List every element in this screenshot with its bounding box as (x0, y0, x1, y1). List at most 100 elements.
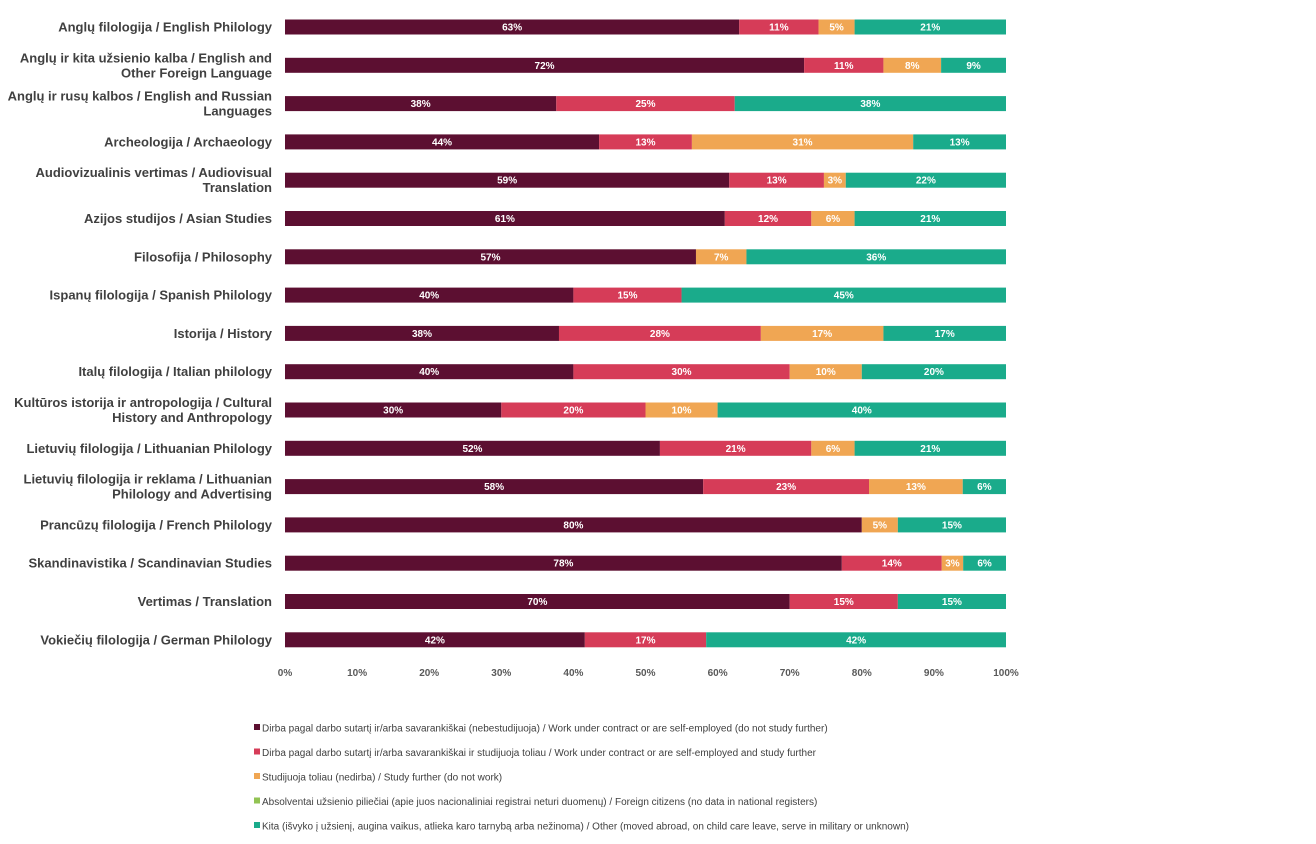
bar-segment (717, 402, 1006, 418)
legend-swatch (254, 724, 260, 730)
bar-segment (811, 440, 855, 456)
bar-segment (963, 555, 1006, 571)
category-label: Anglų ir rusų kalbos / English and Russi… (8, 89, 272, 119)
bar-segment (789, 594, 898, 609)
data-label: 40% (419, 291, 439, 302)
data-label: 57% (480, 252, 500, 263)
legend-swatch (254, 797, 260, 804)
data-label: 21% (920, 23, 940, 34)
data-label: 11% (834, 61, 854, 72)
data-label: 44% (432, 137, 452, 148)
data-label: 31% (793, 137, 813, 148)
category-label-line: Skandinavistika / Scandinavian Studies (29, 556, 272, 571)
legend-entry: Dirba pagal darbo sutartį ir/arba savara… (262, 724, 828, 735)
bar-segment (897, 517, 1006, 533)
category-label: Archeologija / Archaeology (104, 134, 273, 149)
legend-entry: Kita (išvyko į užsienį, augina vaikus, a… (262, 822, 909, 833)
bar-segment (285, 440, 660, 456)
data-label: 15% (834, 597, 854, 608)
bar-segment (804, 57, 884, 73)
bar-segment (789, 364, 862, 380)
data-label: 23% (776, 482, 796, 493)
data-label: 6% (977, 482, 992, 493)
data-label: 40% (419, 367, 439, 378)
bar-segment (811, 211, 855, 226)
data-label: 6% (977, 559, 992, 570)
bar-segment (584, 632, 707, 648)
data-label: 25% (635, 99, 655, 110)
bar-segment (659, 440, 812, 456)
bar-segment (285, 172, 730, 188)
bar-segment (285, 211, 725, 226)
bar-segment (854, 211, 1006, 226)
data-label: 9% (966, 61, 981, 72)
data-label: 63% (502, 23, 522, 34)
data-label: 11% (769, 23, 789, 34)
bar-segment (573, 364, 790, 380)
data-label: 7% (714, 252, 729, 263)
bar-segment (285, 632, 585, 648)
x-tick-label: 90% (924, 668, 944, 679)
data-label: 40% (852, 406, 872, 417)
bar-segment (645, 402, 718, 418)
bar-segment (746, 249, 1006, 265)
data-label: 21% (726, 444, 746, 455)
category-label-line: Prancūzų filologija / French Philology (40, 517, 273, 532)
data-label: 52% (462, 444, 482, 455)
data-label: 13% (906, 482, 926, 493)
category-label-line: Lietuvių filologija / Lithuanian Philolo… (26, 441, 272, 456)
data-label: 13% (767, 176, 787, 187)
data-label: 21% (920, 214, 940, 225)
category-label: Istorija / History (174, 326, 273, 341)
data-label: 30% (672, 367, 692, 378)
bar-segment (285, 517, 862, 533)
category-label-line: Anglų ir rusų kalbos / English and Russi… (8, 89, 272, 104)
x-tick-label: 50% (635, 668, 655, 679)
data-label: 13% (950, 137, 970, 148)
x-tick-label: 0% (278, 668, 293, 679)
data-label: 59% (497, 176, 517, 187)
bar-segment (703, 479, 870, 495)
category-label-line: Ispanų filologija / Spanish Philology (50, 288, 273, 303)
data-label: 22% (916, 176, 936, 187)
bar-segment (941, 57, 1006, 73)
data-label: 14% (882, 559, 902, 570)
bar-segment (706, 632, 1006, 648)
data-label: 8% (905, 61, 920, 72)
data-label: 28% (650, 329, 670, 340)
data-label: 17% (812, 329, 832, 340)
data-label: 38% (860, 99, 880, 110)
data-label: 80% (563, 520, 583, 531)
bar-segment (962, 479, 1006, 495)
bar-segment (897, 594, 1006, 609)
data-label: 5% (829, 23, 844, 34)
bar-segment (599, 134, 692, 150)
data-label: 10% (672, 406, 692, 417)
legend-swatch (254, 773, 260, 779)
bar-segment (845, 172, 1006, 188)
data-label: 17% (935, 329, 955, 340)
x-tick-label: 60% (708, 668, 728, 679)
category-label-line: Languages (203, 104, 272, 119)
bar-segment (861, 517, 898, 533)
bar-segment (285, 479, 704, 495)
bar-segment (285, 364, 574, 380)
data-label: 30% (383, 406, 403, 417)
category-label: Anglų filologija / English Philology (58, 20, 273, 35)
bar-segment (841, 555, 942, 571)
category-label-line: History and Anthropology (112, 410, 273, 425)
category-label: Lietuvių filologija / Lithuanian Philolo… (26, 441, 272, 456)
category-label-line: Translation (203, 180, 272, 195)
bar-segment (681, 287, 1006, 303)
bar-segment (285, 287, 574, 303)
data-label: 20% (563, 406, 583, 417)
category-label: Italų filologija / Italian philology (78, 364, 272, 379)
data-label: 10% (816, 367, 836, 378)
data-label: 3% (945, 559, 960, 570)
category-label: Audiovizualinis vertimas / Audiovisual Tr… (36, 165, 273, 195)
bar-segment (913, 134, 1006, 150)
bar-segment (941, 555, 964, 571)
category-label-line: Istorija / History (174, 326, 273, 341)
category-label-line: Philology and Advertising (112, 487, 272, 502)
bar-segment (729, 172, 824, 188)
